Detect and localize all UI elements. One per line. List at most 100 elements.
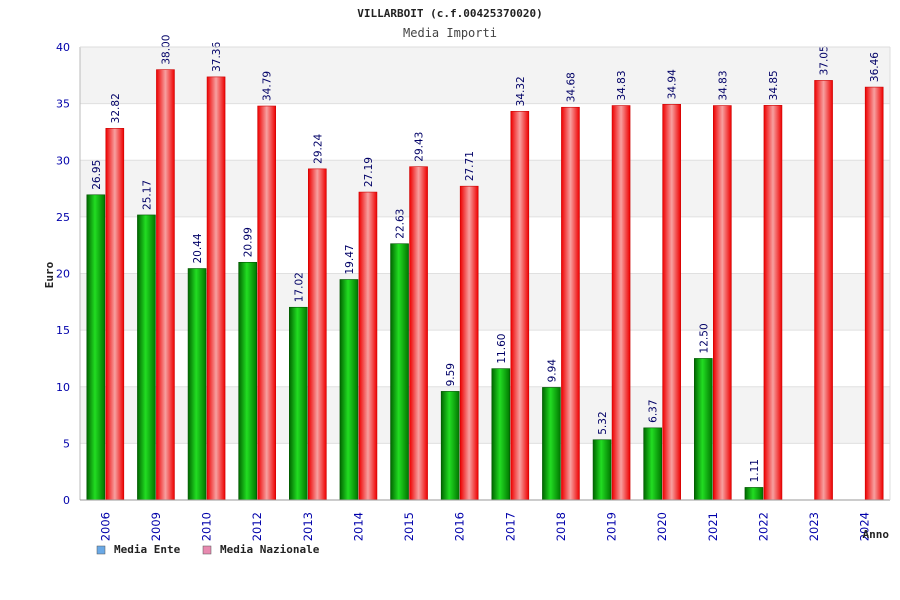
x-tick-label: 2016: [453, 512, 467, 541]
bar-media-nazionale: [662, 104, 681, 501]
bar-label-media-nazionale: 36.46: [869, 52, 881, 82]
bar-media-ente: [137, 214, 156, 501]
bar-label-media-ente: 9.59: [445, 363, 457, 386]
x-tick-label: 2010: [200, 512, 214, 541]
bar-label-media-nazionale: 34.32: [515, 76, 527, 106]
legend-label-media-ente: Media Ente: [114, 543, 181, 556]
x-tick-labels: 2006 2009 2010 2012 2013 2014 2015 2016 2017 2018…: [98, 512, 871, 541]
x-axis-label: Anno: [863, 528, 890, 541]
chart-subtitle: Media Importi: [403, 26, 497, 40]
bar-media-ente: [289, 306, 308, 501]
bar-label-media-ente: 19.47: [344, 244, 356, 274]
bar-media-nazionale: [814, 80, 833, 501]
bar-label-media-nazionale: 34.83: [717, 70, 729, 100]
bar-label-media-nazionale: 34.85: [768, 70, 780, 100]
bar-label-media-ente: 20.44: [192, 233, 204, 263]
y-tick-label: 5: [63, 437, 70, 450]
bar-media-ente: [238, 261, 257, 501]
bar-media-ente: [86, 194, 106, 501]
y-tick-label: 0: [63, 494, 70, 507]
bar-label-media-nazionale: 29.24: [312, 133, 324, 163]
chart-title: VILLARBOIT (c.f.00425370020): [357, 7, 542, 20]
bar-label-media-ente: 6.37: [648, 399, 660, 422]
bar-label-media-nazionale: 29.43: [414, 132, 426, 162]
bar-label-media-nazionale: 38.00: [160, 35, 172, 65]
bar-label-media-ente: 25.17: [141, 180, 153, 210]
x-tick-label: 2014: [351, 512, 365, 541]
legend-swatch-media-ente: [96, 545, 106, 555]
bar-media-ente: [390, 243, 409, 501]
x-tick-label: 2024: [858, 512, 872, 541]
bar-label-media-ente: 1.11: [749, 459, 761, 482]
y-tick-label: 30: [56, 154, 70, 167]
y-axis-label: Euro: [43, 261, 56, 288]
bar-label-media-ente: 17.02: [293, 272, 305, 302]
legend: Media Ente Media Nazionale: [96, 543, 320, 556]
bar-label-media-nazionale: 27.19: [363, 157, 375, 187]
bar-media-nazionale: [105, 128, 125, 501]
bar-media-ente: [187, 268, 207, 501]
bar-label-media-nazionale: 32.82: [110, 93, 122, 123]
bar-label-media-nazionale: 37.05: [819, 45, 831, 75]
x-tick-label: 2013: [301, 512, 315, 541]
y-tick-label: 35: [56, 98, 70, 111]
bar-media-ente: [643, 427, 662, 501]
bar-media-ente: [339, 279, 359, 501]
bar-media-nazionale: [561, 106, 580, 501]
y-tick-label: 15: [56, 324, 70, 337]
x-tick-label: 2019: [605, 512, 619, 541]
bar-label-media-nazionale: 27.71: [464, 151, 476, 181]
bar-label-media-ente: 9.94: [546, 359, 558, 383]
bar-media-nazionale: [358, 191, 378, 501]
x-tick-label: 2017: [503, 512, 517, 541]
bar-label-media-nazionale: 37.36: [211, 42, 223, 72]
y-tick-label: 10: [56, 381, 70, 394]
bar-label-media-nazionale: 34.83: [616, 70, 628, 100]
bar-media-ente: [744, 487, 764, 501]
bar-media-nazionale: [308, 168, 327, 501]
bars: [86, 69, 884, 501]
legend-swatch-media-nazionale: [202, 545, 212, 555]
bar-media-nazionale: [206, 76, 226, 501]
bar-media-nazionale: [459, 185, 479, 501]
bar-media-ente: [592, 439, 612, 501]
axes: [79, 46, 891, 501]
x-tick-label: 2009: [149, 512, 163, 541]
bar-media-nazionale: [156, 69, 175, 501]
bar-label-media-ente: 26.95: [91, 160, 103, 190]
x-tick-label: 2023: [807, 512, 821, 541]
y-tick-labels: 0 5 10 15 20 25 30 35 40: [56, 41, 70, 507]
bar-media-nazionale: [409, 166, 428, 501]
bar-label-media-ente: 20.99: [243, 227, 255, 257]
x-tick-label: 2020: [655, 512, 669, 541]
bar-label-media-ente: 12.50: [698, 323, 710, 353]
bar-media-ente: [542, 387, 561, 501]
x-tick-label: 2006: [98, 512, 112, 541]
bar-label-media-nazionale: 34.68: [565, 72, 577, 102]
bar-media-nazionale: [713, 105, 732, 501]
y-tick-label: 40: [56, 41, 70, 54]
x-tick-label: 2018: [554, 512, 568, 541]
x-tick-label: 2022: [756, 512, 770, 541]
bar-label-media-nazionale: 34.79: [262, 71, 274, 101]
bar-media-nazionale: [257, 105, 276, 501]
bar-label-media-nazionale: 34.94: [667, 69, 679, 99]
x-tick-label: 2021: [706, 512, 720, 541]
x-tick-label: 2015: [402, 512, 416, 541]
bar-media-nazionale: [510, 111, 530, 501]
y-tick-label: 25: [56, 211, 70, 224]
x-tick-label: 2012: [250, 512, 264, 541]
bar-media-nazionale: [611, 105, 631, 501]
bar-media-ente: [491, 368, 511, 501]
legend-label-media-nazionale: Media Nazionale: [220, 543, 320, 556]
bar-label-media-ente: 22.63: [395, 209, 407, 239]
bar-label-media-ente: 11.60: [496, 334, 508, 364]
bar-media-nazionale: [763, 105, 783, 501]
bar-media-nazionale: [864, 86, 884, 501]
bar-media-ente: [440, 391, 460, 501]
bar-label-media-ente: 5.32: [597, 411, 609, 434]
bar-media-ente: [694, 358, 713, 501]
bar-value-labels: 26.95 32.82 25.17 38.00 20.44 37.36 20.99 34.79…: [91, 35, 881, 483]
y-tick-label: 20: [56, 268, 70, 281]
